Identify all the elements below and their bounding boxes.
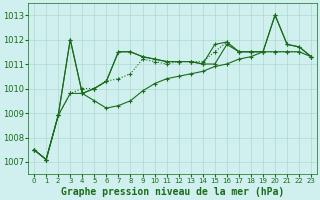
X-axis label: Graphe pression niveau de la mer (hPa): Graphe pression niveau de la mer (hPa) xyxy=(61,187,284,197)
